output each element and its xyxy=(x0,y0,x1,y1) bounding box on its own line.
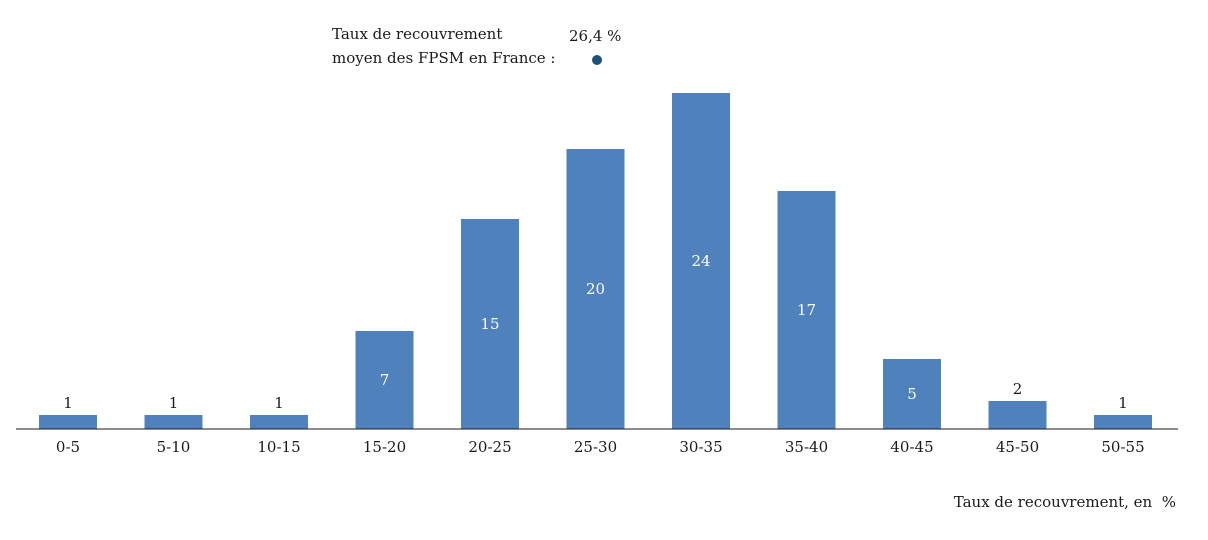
x-tick-15-20: 15-20 xyxy=(363,438,406,456)
mean-annotation-line1: Taux de recouvrement xyxy=(332,25,503,43)
x-tick-labels-group: 0-5 5-10 10-15 15-20 20-25 25-30 30-35 35-40 40-… xyxy=(56,438,1145,456)
data-label-40-45: 5 xyxy=(907,385,917,403)
bar-30-35 xyxy=(672,93,730,429)
bar-50-55 xyxy=(1094,415,1152,429)
bar-10-15 xyxy=(250,415,308,429)
bars-group xyxy=(39,93,1152,429)
data-label-30-35: 24 xyxy=(691,252,710,270)
x-tick-20-25: 20-25 xyxy=(468,438,511,456)
x-tick-30-35: 30-35 xyxy=(679,438,722,456)
bar-5-10 xyxy=(144,415,203,429)
bar-40-45 xyxy=(883,359,941,429)
bar-25-30 xyxy=(566,149,625,429)
data-label-0-5: 1 xyxy=(63,394,73,412)
bar-45-50 xyxy=(988,401,1047,429)
x-tick-45-50: 45-50 xyxy=(996,438,1039,456)
x-tick-35-40: 35-40 xyxy=(785,438,828,456)
x-tick-50-55: 50-55 xyxy=(1101,438,1144,456)
data-label-20-25: 15 xyxy=(480,315,499,333)
x-tick-25-30: 25-30 xyxy=(574,438,617,456)
mean-annotation: Taux de recouvrement moyen des FPSM en F… xyxy=(332,22,555,70)
data-label-15-20: 7 xyxy=(380,371,390,389)
x-tick-5-10: 5-10 xyxy=(157,438,191,456)
x-tick-10-15: 10-15 xyxy=(257,438,300,456)
data-label-45-50: 2 xyxy=(1013,380,1023,398)
mean-marker-dot xyxy=(592,55,602,65)
data-label-5-10: 1 xyxy=(169,394,179,412)
bar-0-5 xyxy=(39,415,97,429)
x-axis-title: Taux de recouvrement, en % xyxy=(953,493,1176,511)
mean-value-label: 26,4 % xyxy=(569,27,622,45)
bar-35-40 xyxy=(777,191,836,429)
data-label-25-30: 20 xyxy=(586,280,605,298)
mean-annotation-line2: moyen des FPSM en France : xyxy=(332,49,556,67)
data-label-10-15: 1 xyxy=(274,394,284,412)
data-label-50-55: 1 xyxy=(1118,394,1128,412)
data-label-35-40: 17 xyxy=(797,301,816,319)
x-tick-0-5: 0-5 xyxy=(56,438,80,456)
x-tick-40-45: 40-45 xyxy=(890,438,933,456)
bar-20-25 xyxy=(461,219,519,429)
bar-15-20 xyxy=(355,331,414,429)
